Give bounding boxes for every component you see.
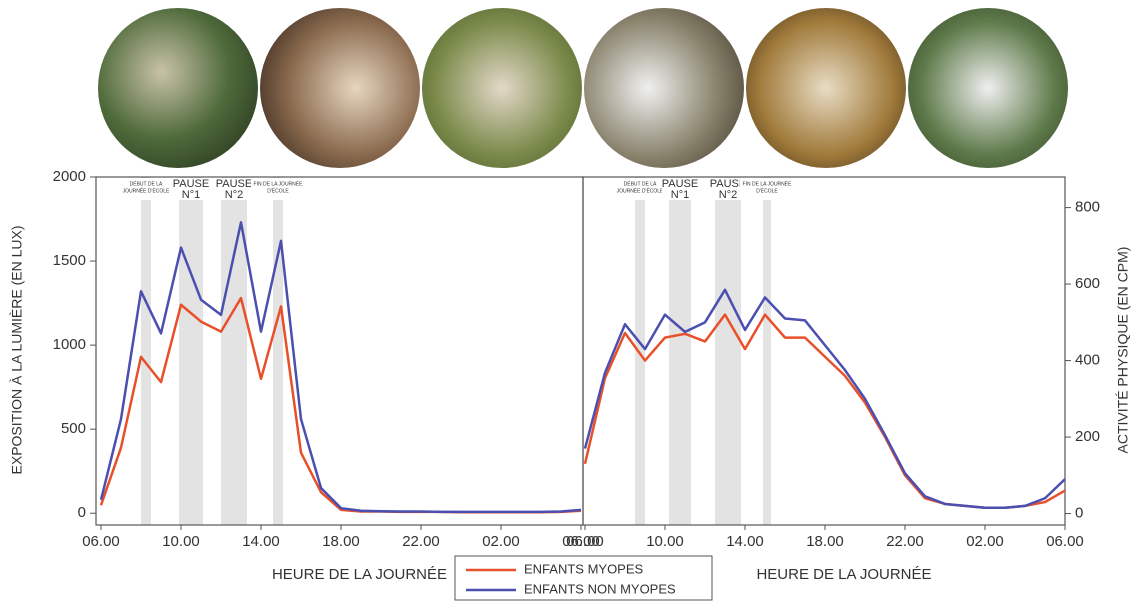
legend: ENFANTS MYOPES ENFANTS NON MYOPES — [454, 555, 713, 601]
plot-frame — [582, 176, 1066, 526]
x-tick-label: 02.00 — [966, 533, 1004, 550]
band-label: PAUSE — [710, 178, 746, 190]
legend-label: ENFANTS MYOPES — [524, 561, 644, 576]
x-tick-label: 06.00 — [82, 533, 120, 550]
series-line — [583, 288, 1066, 510]
band-label-bg — [173, 178, 209, 200]
school-band — [715, 177, 741, 525]
y-tick-label: 1500 — [53, 252, 86, 269]
band-label: N°2 — [225, 189, 243, 201]
x-tick-label: 22.00 — [886, 533, 924, 550]
photo — [422, 8, 582, 168]
band-label-bg — [216, 178, 252, 200]
band-label-bg — [662, 178, 698, 200]
band-label: PAUSE — [662, 178, 698, 190]
x-tick-label: 06.00 — [566, 533, 604, 550]
x-tick-label: 10.00 — [162, 533, 200, 550]
band-label: DÉBUT DE LA — [624, 180, 657, 187]
photos — [98, 8, 1068, 168]
y-tick-label: 200 — [1075, 428, 1100, 445]
x-tick-label: 14.00 — [242, 533, 280, 550]
x-tick-label: 06.00 — [1046, 533, 1084, 550]
photo — [908, 8, 1068, 168]
y-tick-label: 800 — [1075, 199, 1100, 216]
x-axis-label: HEURE DE LA JOURNÉE — [756, 566, 931, 583]
band-label: D'ÉCOLE — [267, 187, 289, 194]
legend-box — [454, 555, 713, 601]
photo — [98, 8, 258, 168]
series-line — [99, 296, 582, 514]
x-tick-label: 06.00 — [562, 533, 600, 550]
band-label: D'ÉCOLE — [756, 187, 778, 194]
band-label: FIN DE LA JOURNÉE — [743, 180, 793, 187]
photo — [746, 8, 906, 168]
x-tick-label: 10.00 — [646, 533, 684, 550]
y-axis-label: ACTIVITÉ PHYSIQUE (EN CPM) — [1115, 247, 1131, 454]
band-label-bg — [251, 178, 305, 200]
y-tick-label: 2000 — [53, 168, 86, 185]
school-band — [273, 177, 283, 525]
band-label: JOURNÉE D'ÉCOLE — [123, 187, 170, 194]
band-label: FIN DE LA JOURNÉE — [254, 180, 304, 187]
x-axis-label: HEURE DE LA JOURNÉE — [272, 566, 447, 583]
y-axis-label: EXPOSITION À LA LUMIÈRE (EN LUX) — [9, 226, 25, 475]
band-label: JOURNÉE D'ÉCOLE — [617, 187, 664, 194]
school-band — [763, 177, 771, 525]
school-band — [669, 177, 691, 525]
band-label-bg — [613, 178, 667, 200]
band-label: DÉBUT DE LA — [130, 180, 163, 187]
band-label-bg — [740, 178, 794, 200]
band-label: PAUSE — [173, 178, 209, 190]
band-label: N°2 — [719, 189, 737, 201]
band-label: N°1 — [671, 189, 689, 201]
y-tick-label: 500 — [61, 420, 86, 437]
y-tick-label: 1000 — [53, 336, 86, 353]
y-tick-label: 600 — [1075, 275, 1100, 292]
school-band — [635, 177, 645, 525]
band-label: N°1 — [182, 189, 200, 201]
school-band — [141, 177, 151, 525]
x-tick-label: 14.00 — [726, 533, 764, 550]
y-tick-label: 0 — [1075, 504, 1083, 521]
band-label: PAUSE — [216, 178, 252, 190]
y-tick-label: 0 — [78, 504, 86, 521]
x-tick-label: 18.00 — [806, 533, 844, 550]
band-label-bg — [710, 178, 746, 200]
band-label-bg — [119, 178, 173, 200]
y-tick-label: 400 — [1075, 352, 1100, 369]
x-tick-label: 22.00 — [402, 533, 440, 550]
x-tick-label: 18.00 — [322, 533, 360, 550]
school-band — [179, 177, 203, 525]
photo — [260, 8, 420, 168]
legend-label: ENFANTS NON MYOPES — [524, 581, 676, 596]
photo — [584, 8, 744, 168]
x-tick-label: 02.00 — [482, 533, 520, 550]
series-line — [99, 221, 582, 514]
